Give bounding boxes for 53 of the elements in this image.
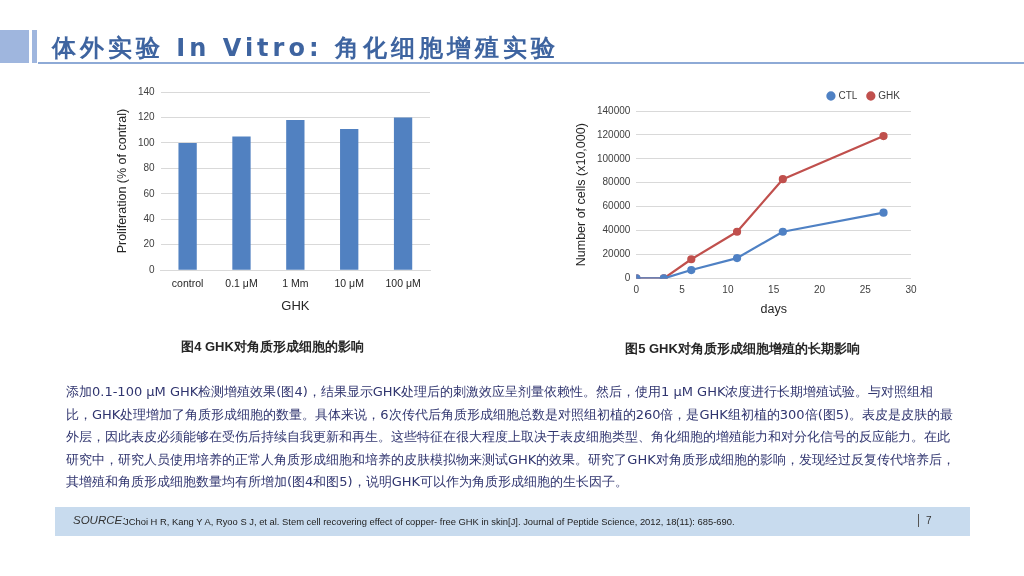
source-note: SOURCE:: [73, 514, 126, 526]
x-tick-label: control: [171, 277, 204, 290]
y-tick-label: 140000: [596, 104, 631, 116]
y-tick-label: 120000: [596, 128, 631, 140]
y-tick-label: 140: [138, 85, 156, 97]
text: 图5 GHK对角质形成细胞增殖的长期影响: [625, 340, 860, 356]
bar: [286, 120, 305, 270]
x-tick-label: 25: [859, 284, 872, 296]
y-axis-title: Proliferation (% of contral): [114, 108, 129, 254]
point: [778, 175, 787, 184]
point: [879, 132, 888, 141]
y-axis-title: Number of cells (x10,000): [573, 123, 588, 267]
point: [879, 208, 888, 217]
x-axis-title: GHK: [281, 298, 310, 314]
y-tick-label: 100: [138, 136, 156, 148]
x-tick-label: 10: [722, 284, 734, 296]
x-tick-label: 5: [679, 284, 686, 296]
point: [732, 253, 742, 263]
y-tick-label: 40000: [602, 224, 631, 236]
text: JChoi H R, Kang Y A, Ryoo S J, et al. Stem cell recovering effect of copper- free GHK in skin[J]. Journal of Peptide Science, 2012, 18(11): 685-690.: [124, 516, 735, 527]
y-tick-label: 0: [149, 263, 156, 275]
bar: [178, 142, 197, 270]
x-tick-label: 0.1 μM: [225, 277, 258, 290]
bar: [393, 117, 413, 270]
y-tick-label: 20: [143, 238, 156, 250]
bar: [340, 128, 359, 270]
bar: [232, 136, 251, 270]
y-tick-label: 60: [143, 187, 156, 199]
y-tick-label: 80000: [602, 176, 631, 188]
text: 7: [926, 515, 932, 526]
text: 添加0.1-100 μM GHK检测增殖效果(图4)，结果显示GHK处理后的刺激效应呈剂量依赖性。然后，使用1 μM GHK浓度进行长期增殖试验。与对照组相比，GHK处理增加了角质形成细胞的数量。具体来说，6次传代后角质形成细胞总数是对照组初植的260倍，是GHK组初植的300倍(图5)。表皮是皮肤的最外层，因此表皮必须能够在受伤后持续自我更新和再生。这些特征在很大程度上取决于表皮细胞类型、角化细胞的增殖能力和对分化信号的反应能力。在此研究中，研究人员使用培养的正常人角质形成细胞和培养的皮肤模拟物来测试GHK的效果。研究了GHK对角质形成细胞的影响，发现经过反复传代培养后，其增殖和角质形成细胞数量均有所增加(图4和图5)，说明GHK可以作为角质形成细胞的生长因子。: [66, 383, 956, 491]
x-tick-label: 100 μM: [385, 277, 421, 290]
x-tick-label: 10 μM: [334, 277, 364, 290]
legend-label: GHK: [878, 89, 901, 101]
x-tick-label: 20: [813, 284, 826, 296]
y-tick-label: 20000: [602, 248, 631, 260]
text: 图4 GHK对角质形成细胞的影响: [181, 338, 364, 354]
text: 体外实验 In Vitro: 角化细胞增殖实验: [52, 33, 559, 64]
x-tick-label: 30: [905, 284, 917, 296]
x-tick-label: 0: [633, 284, 640, 296]
x-tick-label: 1 Mm: [282, 277, 309, 290]
x-tick-label: 15: [768, 284, 780, 296]
point: [732, 227, 742, 236]
point: [778, 227, 787, 236]
point: [687, 265, 696, 275]
y-tick-label: 120: [138, 111, 156, 123]
point: [687, 255, 696, 264]
x-axis-title: days: [760, 302, 787, 317]
legend-label: CTL: [838, 89, 858, 101]
y-tick-label: 40: [143, 213, 156, 225]
y-tick-label: 80: [143, 162, 156, 174]
y-tick-label: 60000: [602, 200, 631, 212]
y-tick-label: 100000: [596, 152, 631, 164]
